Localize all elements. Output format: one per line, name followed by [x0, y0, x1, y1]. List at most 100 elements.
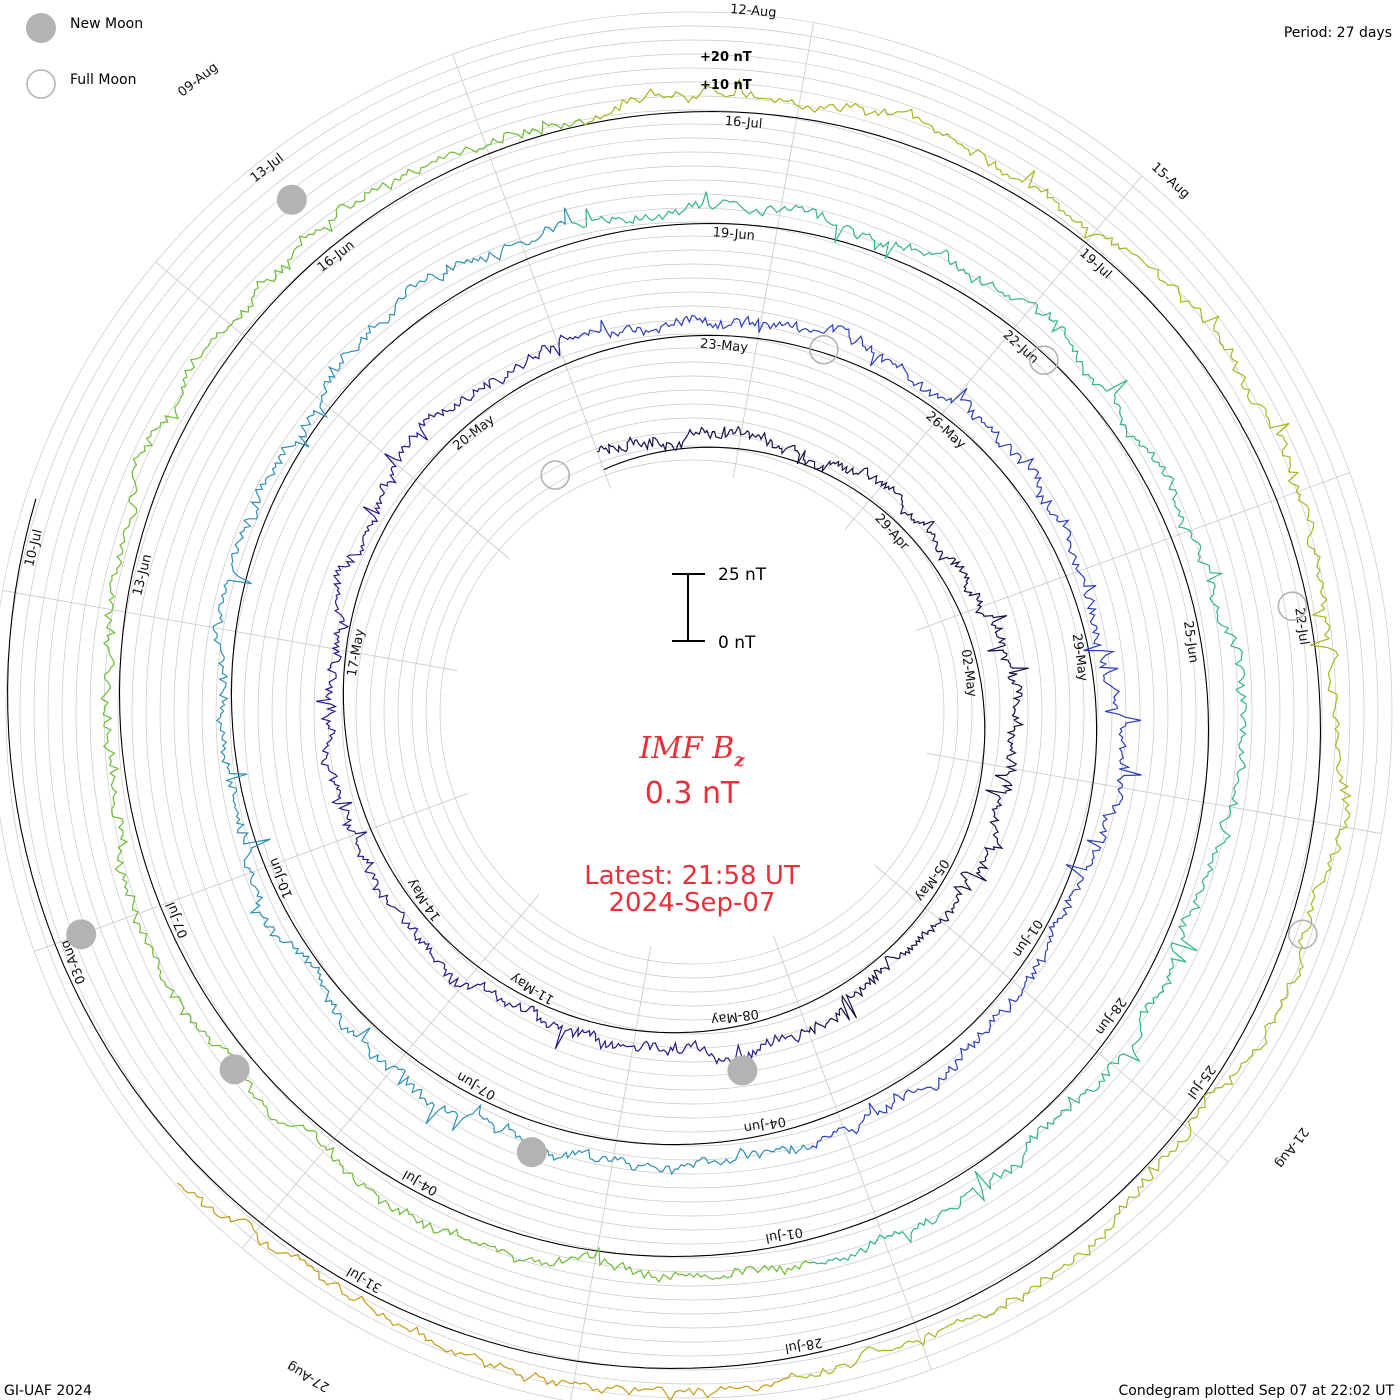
scale-plus10-label: +10 nT [700, 78, 752, 93]
grid-ring [159, 179, 1225, 1245]
latest-date: 2024-Sep-07 [608, 888, 775, 918]
trace-layer [100, 77, 1352, 1400]
new-moon-marker [276, 184, 307, 215]
footer-right: Condegram plotted Sep 07 at 22:02 UT [1118, 1383, 1394, 1399]
date-label: 23-May [699, 337, 749, 356]
date-label: 01-Jul [764, 1224, 804, 1245]
grid-ring [75, 95, 1309, 1329]
date-label: 08-May [710, 1006, 760, 1028]
period-label: Period: 27 days [1284, 25, 1392, 41]
grid-ring [285, 305, 1099, 1119]
new-moon-legend-label: New Moon [70, 16, 143, 32]
date-label: 05-May [912, 856, 952, 904]
grid-spoke [452, 54, 611, 489]
full-moon-legend-label: Full Moon [70, 72, 136, 88]
date-label: 02-May [958, 648, 980, 698]
grid-ring [355, 375, 1029, 1049]
new-moon-marker [516, 1137, 547, 1168]
date-label: 10-Jul [22, 528, 46, 568]
center-title: IMF Bz [638, 731, 745, 771]
grid-spoke [773, 935, 932, 1370]
full-moon-marker [1277, 591, 1308, 621]
grid-ring [5, 25, 1379, 1399]
grid-ring [425, 445, 959, 979]
grid-spoke [241, 894, 540, 1249]
scale-plus20-label: +20 nT [700, 50, 752, 65]
center-title-sub: z [733, 750, 745, 771]
full-moon-marker [540, 460, 571, 490]
grid-ring [299, 319, 1085, 1105]
date-label: 19-Jul [1076, 246, 1114, 282]
new-moon-marker [219, 1054, 250, 1085]
grid-ring [327, 347, 1057, 1077]
date-label: 10-Jun [266, 855, 296, 900]
date-label: 19-Jun [712, 225, 755, 244]
grid-ring [313, 333, 1071, 1091]
full-moon-legend-icon [26, 69, 56, 99]
date-label: 09-Aug [175, 60, 221, 100]
center-title-main: IMF B [638, 731, 734, 766]
grid-ring [383, 403, 1001, 1021]
grid-ring [229, 249, 1155, 1175]
grid-spoke [874, 864, 1229, 1163]
grid-spoke [570, 946, 652, 1400]
grid-ring [33, 53, 1351, 1371]
bz-trace-segment [212, 207, 811, 1176]
moon-layer [66, 184, 1318, 1168]
grid-ring [131, 151, 1253, 1273]
grid-ring [89, 109, 1295, 1315]
grid-ring [47, 67, 1337, 1357]
grid-spoke [915, 472, 1350, 631]
grid-ring [411, 431, 973, 993]
grid-ring [397, 417, 987, 1007]
grid-ring [439, 459, 945, 965]
grid-ring [145, 165, 1239, 1259]
date-label: 13-Jun [130, 553, 155, 598]
grid-spoke [926, 752, 1382, 834]
grid-spoke [844, 175, 1143, 530]
grid-layer [0, 11, 1393, 1400]
grid-ring [19, 39, 1365, 1385]
new-moon-marker [727, 1055, 758, 1086]
date-label: 12-Aug [730, 2, 777, 21]
bz-trace-segment [100, 118, 810, 1283]
bz-trace-segment [571, 191, 1247, 1265]
full-moon-marker [1288, 919, 1318, 950]
date-label: 15-Aug [1148, 160, 1192, 202]
bz-trace-segment [584, 77, 1352, 1379]
grid-ring [257, 277, 1127, 1147]
full-moon-marker [809, 334, 839, 365]
bz-trace-segment [578, 314, 1142, 1149]
date-label: 28-Jul [784, 1334, 824, 1355]
center-value: 0.3 nT [645, 776, 740, 811]
new-moon-marker [66, 919, 97, 950]
grid-ring [201, 221, 1183, 1203]
grid-ring [0, 11, 1393, 1400]
date-label: 29-May [1069, 633, 1091, 683]
date-label: 21-Aug [1272, 1124, 1311, 1170]
date-label: 04-Jun [743, 1113, 787, 1135]
grid-ring [369, 389, 1015, 1035]
full-moon-marker [1029, 345, 1059, 375]
grid-ring [271, 291, 1113, 1133]
grid-ring [341, 361, 1043, 1063]
date-label: 25-Jun [1180, 620, 1201, 664]
footer-left: GI-UAF 2024 [4, 1383, 92, 1399]
grid-ring [61, 81, 1323, 1343]
scale-bar-top-label: 25 nT [718, 565, 767, 585]
grid-spoke [155, 261, 510, 560]
grid-spoke [732, 22, 814, 478]
baseline-spiral [7, 110, 1322, 1369]
new-moon-legend-icon [26, 13, 56, 43]
grid-spoke [2, 590, 458, 672]
latest-time: Latest: 21:58 UT [584, 861, 800, 891]
bz-trace-segment [177, 1182, 793, 1400]
date-label: 22-Jul [1291, 607, 1311, 646]
grid-ring [173, 193, 1211, 1231]
bz-trace-segment [315, 334, 802, 1066]
bz-trace-segment [597, 425, 1029, 1035]
grid-ring [117, 137, 1267, 1287]
